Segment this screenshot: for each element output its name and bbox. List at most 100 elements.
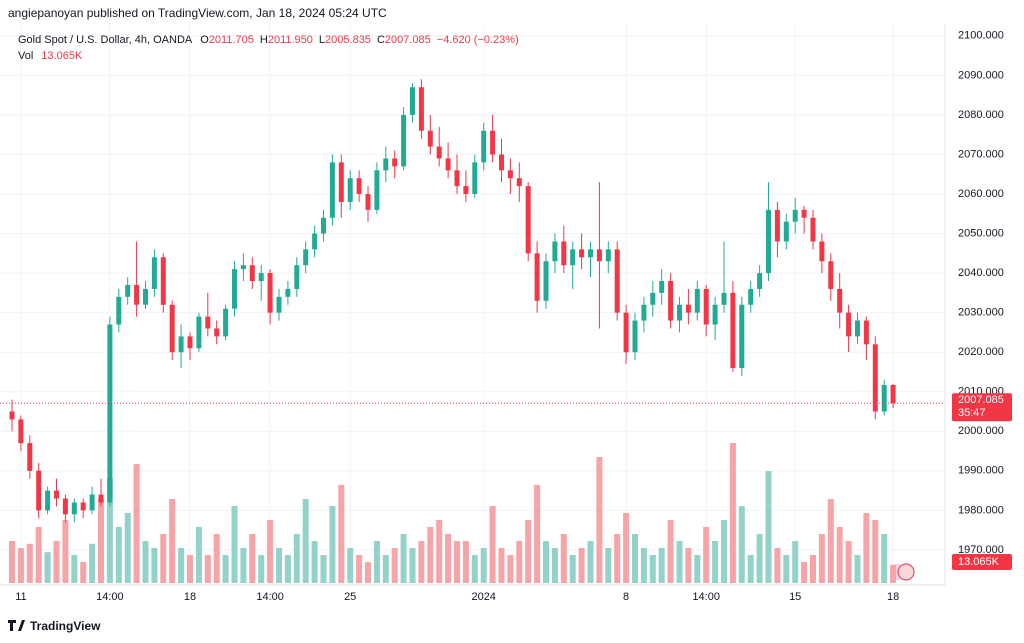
candle-body xyxy=(160,257,166,305)
candle-body xyxy=(774,209,780,242)
volume-bar xyxy=(222,555,229,583)
volume-bar xyxy=(17,548,24,583)
events-icon[interactable] xyxy=(897,563,915,581)
legend-key: O xyxy=(200,34,209,46)
volume-bar xyxy=(462,541,469,583)
candle-body xyxy=(125,284,131,297)
candle-body xyxy=(18,419,24,444)
candle-body xyxy=(810,217,816,242)
candle-body xyxy=(223,308,229,337)
volume-bar xyxy=(543,541,549,583)
volume-bar xyxy=(258,555,265,583)
candle-body xyxy=(134,284,140,305)
volume-bar xyxy=(534,485,541,583)
volume-bar xyxy=(311,541,318,583)
volume-bar xyxy=(293,534,300,583)
volume-bar xyxy=(115,527,122,583)
candle-body xyxy=(169,304,175,353)
candle-body xyxy=(552,241,558,262)
candle-body xyxy=(819,241,825,262)
volume-bar xyxy=(187,555,193,583)
volume-bar xyxy=(71,555,78,583)
candle-body xyxy=(80,502,86,511)
candle-body xyxy=(890,385,896,404)
volume-bar xyxy=(445,534,452,583)
candle-body xyxy=(641,304,647,321)
volume-bar xyxy=(53,541,60,583)
y-tick-label: 2070.000 xyxy=(958,148,1004,160)
volume-bar xyxy=(783,555,790,583)
candle-body xyxy=(365,194,371,210)
volume-bar xyxy=(578,548,585,583)
volume-bar xyxy=(801,562,808,583)
candle-body xyxy=(151,257,157,289)
volume-bar xyxy=(62,520,69,583)
volume-bar xyxy=(560,534,567,583)
candle-body xyxy=(721,292,727,305)
symbol: Gold Spot / U.S. Dollar, 4h, OANDA xyxy=(18,34,193,46)
x-tick-label: 15 xyxy=(789,591,801,603)
volume-bar xyxy=(320,555,327,583)
volume-bar xyxy=(818,534,825,583)
candle-body xyxy=(89,494,95,511)
candle-body xyxy=(187,336,193,349)
candle-body xyxy=(543,261,549,301)
candle-body xyxy=(258,273,264,282)
volume-bar xyxy=(685,548,692,583)
volume-bar xyxy=(80,562,87,583)
volume-bar xyxy=(498,548,505,583)
candle-body xyxy=(677,304,682,321)
volume-bar xyxy=(649,555,656,583)
candle-body xyxy=(685,304,691,313)
y-tick-label: 2080.000 xyxy=(958,109,1004,121)
candle-body xyxy=(383,158,389,171)
candle-body xyxy=(205,316,211,329)
x-tick-label: 14:00 xyxy=(692,591,720,603)
candle-body xyxy=(276,296,282,313)
candle-body xyxy=(650,292,656,305)
candle-body xyxy=(516,178,522,187)
candle-body xyxy=(62,498,68,515)
candle-body xyxy=(757,273,763,289)
volume-bar xyxy=(836,527,843,583)
volume-bar xyxy=(569,555,576,583)
volume-bar xyxy=(284,555,291,583)
candle-body xyxy=(285,288,291,297)
volume-bar xyxy=(712,541,719,583)
candle-body xyxy=(98,494,104,503)
volume-bar xyxy=(729,443,736,583)
volume-bar xyxy=(454,541,460,583)
volume-bar xyxy=(587,541,594,583)
candle-body xyxy=(570,249,576,266)
y-tick-label: 1980.000 xyxy=(958,504,1004,516)
volume-bar xyxy=(249,534,256,583)
candle-body xyxy=(71,502,77,515)
volume-bar xyxy=(231,506,238,583)
candle-body xyxy=(525,186,531,254)
candle-body xyxy=(694,288,700,313)
volume-bar xyxy=(507,555,514,583)
volume-bar xyxy=(721,520,727,583)
x-tick-label: 14:00 xyxy=(96,591,124,603)
y-tick-label: 2030.000 xyxy=(958,307,1004,319)
candle-body xyxy=(249,265,255,282)
candle-body xyxy=(401,114,407,167)
last-price-tag xyxy=(952,393,1012,422)
y-tick-label: 2100.000 xyxy=(958,30,1004,42)
last-price-label: 2007.085 xyxy=(958,394,1004,406)
x-tick-label: 18 xyxy=(887,591,899,603)
candle-body xyxy=(614,249,620,313)
volume-bar xyxy=(872,520,879,583)
x-tick-label: 25 xyxy=(344,591,356,603)
candle-body xyxy=(507,170,513,179)
footer-brand: TradingView xyxy=(30,619,101,633)
volume-bar xyxy=(124,513,131,583)
volume-bar xyxy=(694,555,701,583)
candle-body xyxy=(481,130,487,163)
volume-bar xyxy=(267,520,274,583)
candle-body xyxy=(632,320,638,353)
y-tick-label: 2090.000 xyxy=(958,69,1004,81)
volume-bar xyxy=(302,499,309,583)
legend-value: 2011.950 xyxy=(268,34,313,46)
candle-body xyxy=(436,146,442,159)
